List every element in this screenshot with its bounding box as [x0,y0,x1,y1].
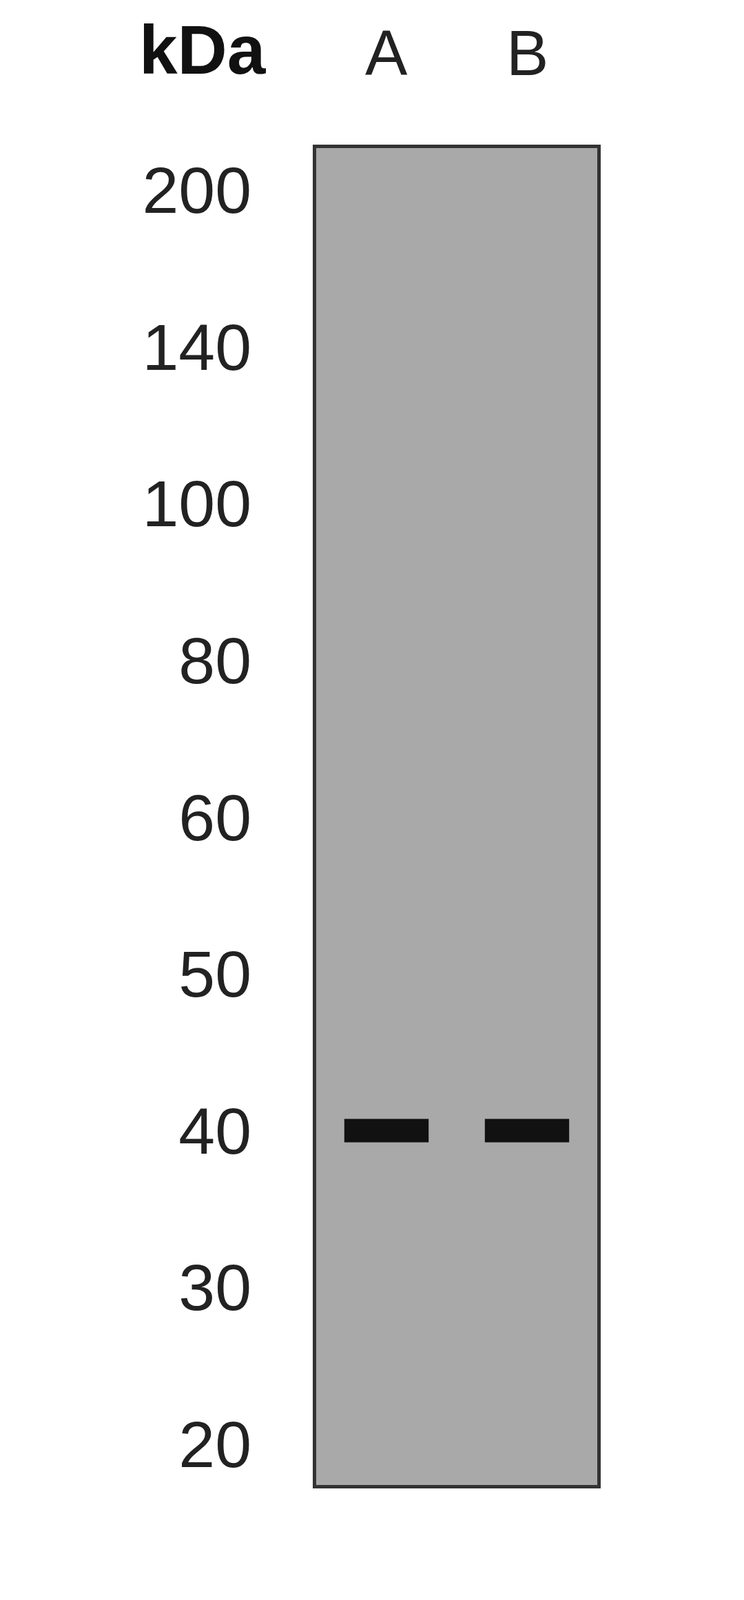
svg-text:200: 200 [141,153,252,227]
svg-text:kDa: kDa [139,11,267,89]
svg-text:140: 140 [141,310,252,384]
svg-text:B: B [506,17,549,89]
svg-text:80: 80 [178,624,252,698]
svg-text:60: 60 [178,781,252,855]
svg-text:20: 20 [178,1408,252,1482]
svg-text:A: A [365,17,408,89]
svg-text:30: 30 [178,1251,252,1325]
svg-text:40: 40 [178,1094,252,1168]
svg-text:100: 100 [141,467,252,541]
svg-text:50: 50 [178,937,252,1011]
